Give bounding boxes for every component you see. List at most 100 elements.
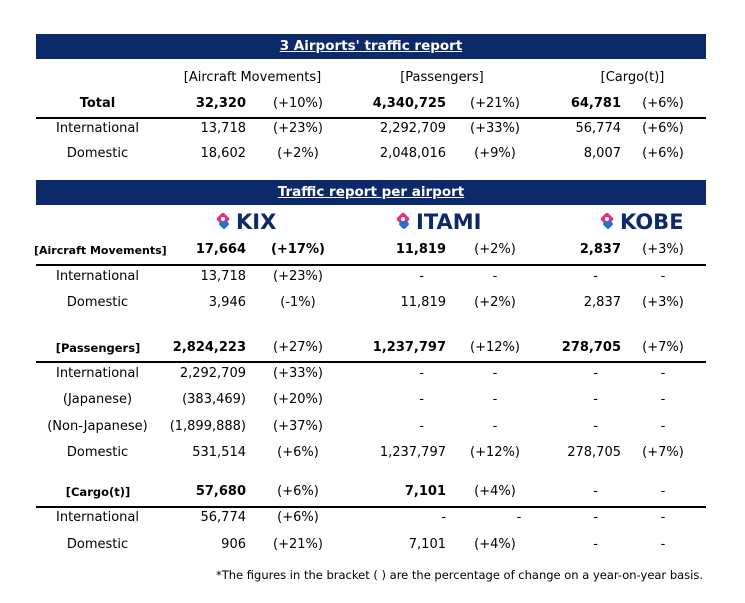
total-passengers-value: 4,340,725 <box>372 96 446 111</box>
per-airport-title: Traffic report per airport <box>277 184 465 200</box>
itami-logo: ITAMI <box>396 210 481 234</box>
itami-cargo-total: 7,101 <box>404 484 446 499</box>
divider <box>36 117 706 119</box>
kix-change: (+37%) <box>273 419 323 434</box>
kobe-value: - <box>593 269 598 284</box>
intl-aircraft-value: 13,718 <box>200 121 247 136</box>
kix-cargo-total-change: (+6%) <box>277 484 319 499</box>
itami-change: - <box>516 510 522 525</box>
dom-cargo-change: (+6%) <box>642 146 684 161</box>
row-label-domestic: Domestic <box>66 537 129 552</box>
kix-value: 906 <box>221 537 246 552</box>
itami-value: - <box>419 269 424 284</box>
kobe-logo-text: KOBE <box>620 210 684 234</box>
kobe-change: - <box>660 269 666 284</box>
kobe-cargo-total: - <box>593 484 598 499</box>
kix-cargo-total: 57,680 <box>195 484 246 499</box>
kobe-value: - <box>593 392 598 407</box>
total-cargo-change: (+6%) <box>642 96 684 111</box>
kix-passengers-total-change: (+27%) <box>273 340 323 355</box>
kix-aircraft-total: 17,664 <box>195 242 246 257</box>
total-passengers-change: (+21%) <box>470 96 520 111</box>
dom-passengers-value: 2,048,016 <box>379 146 446 161</box>
dom-aircraft-change: (+2%) <box>277 146 319 161</box>
row-label-international: International <box>56 121 139 136</box>
kix-value: (383,469) <box>182 392 246 407</box>
dom-aircraft-value: 18,602 <box>200 146 247 161</box>
kobe-passengers-total-change: (+7%) <box>642 340 684 355</box>
kobe-passengers-total: 278,705 <box>561 340 621 355</box>
itami-aircraft-total: 11,819 <box>395 242 446 257</box>
kobe-change: - <box>660 419 666 434</box>
row-label-international: International <box>56 269 139 284</box>
kobe-cargo-total-change: - <box>660 484 666 499</box>
itami-change: (+2%) <box>474 295 516 310</box>
kix-change: (+23%) <box>273 269 323 284</box>
kobe-logo: KOBE <box>600 210 684 234</box>
per-airport-title-banner: Traffic report per airport <box>36 180 706 205</box>
kobe-change: (+3%) <box>642 295 684 310</box>
intl-passengers-value: 2,292,709 <box>379 121 446 136</box>
kix-value: 56,774 <box>200 510 247 525</box>
kobe-logo-icon <box>600 213 614 229</box>
row-label-domestic: Domestic <box>66 146 129 161</box>
kobe-value: - <box>593 419 598 434</box>
kix-change: (-1%) <box>280 295 316 310</box>
itami-value: - <box>441 510 446 525</box>
overview-title-banner: 3 Airports' traffic report <box>36 34 706 59</box>
kix-change: (+6%) <box>277 510 319 525</box>
divider <box>36 506 706 508</box>
kobe-value: 2,837 <box>583 295 621 310</box>
itami-value: 7,101 <box>408 537 446 552</box>
kobe-aircraft-total: 2,837 <box>579 242 621 257</box>
header-cargo: [Cargo(t)] <box>600 70 665 85</box>
row-label-japanese: (Japanese) <box>62 392 133 407</box>
row-label-total: Total <box>79 96 116 111</box>
itami-value: 11,819 <box>400 295 447 310</box>
kobe-value: - <box>593 366 598 381</box>
intl-cargo-value: 56,774 <box>575 121 622 136</box>
kix-value: 3,946 <box>208 295 246 310</box>
intl-aircraft-change: (+23%) <box>273 121 323 136</box>
itami-cargo-total-change: (+4%) <box>474 484 516 499</box>
header-passengers: [Passengers] <box>400 70 484 85</box>
itami-change: - <box>492 419 498 434</box>
kix-value: 2,292,709 <box>179 366 246 381</box>
intl-cargo-change: (+6%) <box>642 121 684 136</box>
total-aircraft-value: 32,320 <box>195 96 246 111</box>
kix-passengers-total: 2,824,223 <box>172 340 246 355</box>
itami-change: - <box>492 392 498 407</box>
total-cargo-value: 64,781 <box>570 96 621 111</box>
itami-value: - <box>419 392 424 407</box>
dom-cargo-value: 8,007 <box>583 146 621 161</box>
itami-passengers-total-change: (+12%) <box>470 340 520 355</box>
total-aircraft-change: (+10%) <box>273 96 323 111</box>
kobe-change: - <box>660 392 666 407</box>
kix-change: (+20%) <box>273 392 323 407</box>
kix-value: (1,899,888) <box>169 419 246 434</box>
kix-change: (+33%) <box>273 366 323 381</box>
section-header-aircraft: [Aircraft Movements] <box>34 244 167 257</box>
row-label-domestic: Domestic <box>66 445 129 460</box>
itami-value: - <box>419 366 424 381</box>
itami-logo-text: ITAMI <box>416 210 482 234</box>
itami-value: 1,237,797 <box>379 445 446 460</box>
kobe-change: - <box>660 510 666 525</box>
row-label-non-japanese: (Non-Japanese) <box>47 419 148 434</box>
itami-logo-icon <box>396 213 410 229</box>
intl-passengers-change: (+33%) <box>470 121 520 136</box>
footnote: *The figures in the bracket ( ) are the … <box>215 568 703 582</box>
overview-title: 3 Airports' traffic report <box>279 38 463 54</box>
kix-value: 531,514 <box>192 445 246 460</box>
section-header-passengers: [Passengers] <box>55 341 141 355</box>
divider <box>36 264 706 266</box>
kix-change: (+21%) <box>273 537 323 552</box>
kix-logo: KIX <box>216 210 276 234</box>
kobe-value: - <box>593 537 598 552</box>
kobe-change: (+7%) <box>642 445 684 460</box>
row-label-domestic: Domestic <box>66 295 129 310</box>
kobe-change: - <box>660 366 666 381</box>
section-header-cargo: [Cargo(t)] <box>65 485 131 499</box>
kix-logo-text: KIX <box>236 210 277 234</box>
kobe-change: - <box>660 537 666 552</box>
